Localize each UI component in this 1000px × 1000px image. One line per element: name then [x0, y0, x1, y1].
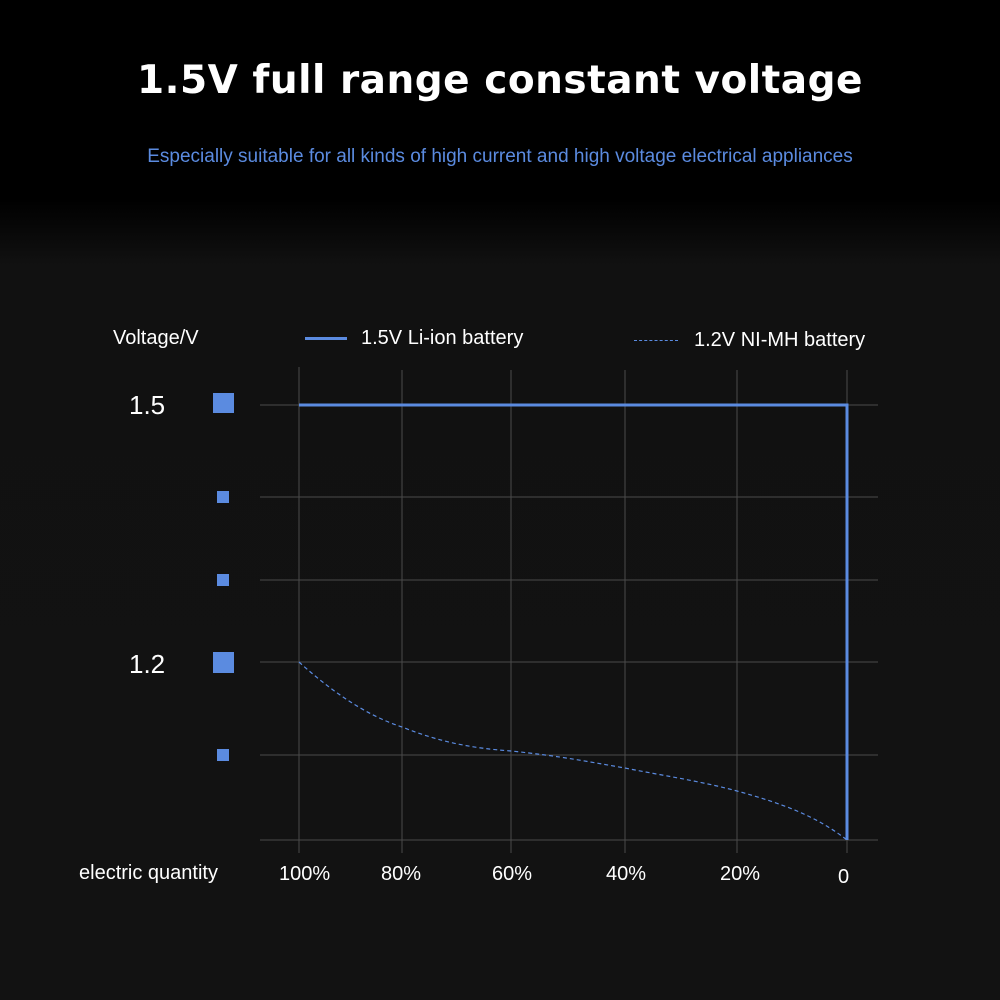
y-tick-1-5: 1.5 — [129, 390, 166, 420]
li-ion-series-line — [299, 403, 849, 840]
page-title: 1.5V full range constant voltage — [137, 58, 863, 103]
legend-item-ni-mh: 1.2V NI-MH battery — [634, 329, 865, 352]
grid — [260, 367, 878, 853]
x-tick: 60% — [492, 863, 533, 885]
y-marker-major-icon — [213, 652, 234, 673]
x-tick: 100% — [279, 863, 331, 885]
y-marker-minor-icon — [217, 491, 229, 503]
x-axis-label: electric quantity — [79, 862, 218, 884]
x-tick: 40% — [606, 863, 647, 885]
dashed-line-swatch-icon — [634, 340, 678, 341]
page-subtitle: Especially suitable for all kinds of hig… — [147, 146, 853, 167]
y-tick-1-2: 1.2 — [129, 649, 166, 679]
x-tick: 20% — [720, 863, 761, 885]
y-marker-minor-icon — [217, 574, 229, 586]
y-marker-major-icon — [213, 393, 234, 413]
legend-label: 1.2V NI-MH battery — [694, 329, 866, 351]
y-axis-label: Voltage/V — [113, 327, 199, 349]
legend-label: 1.5V Li-ion battery — [361, 327, 524, 349]
y-marker-minor-icon — [217, 749, 229, 761]
ni-mh-series-line — [298, 661, 848, 841]
legend-item-li-ion: 1.5V Li-ion battery — [305, 327, 523, 350]
solid-line-swatch-icon — [305, 337, 347, 340]
x-tick: 0 — [838, 866, 850, 888]
x-tick: 80% — [381, 863, 422, 885]
